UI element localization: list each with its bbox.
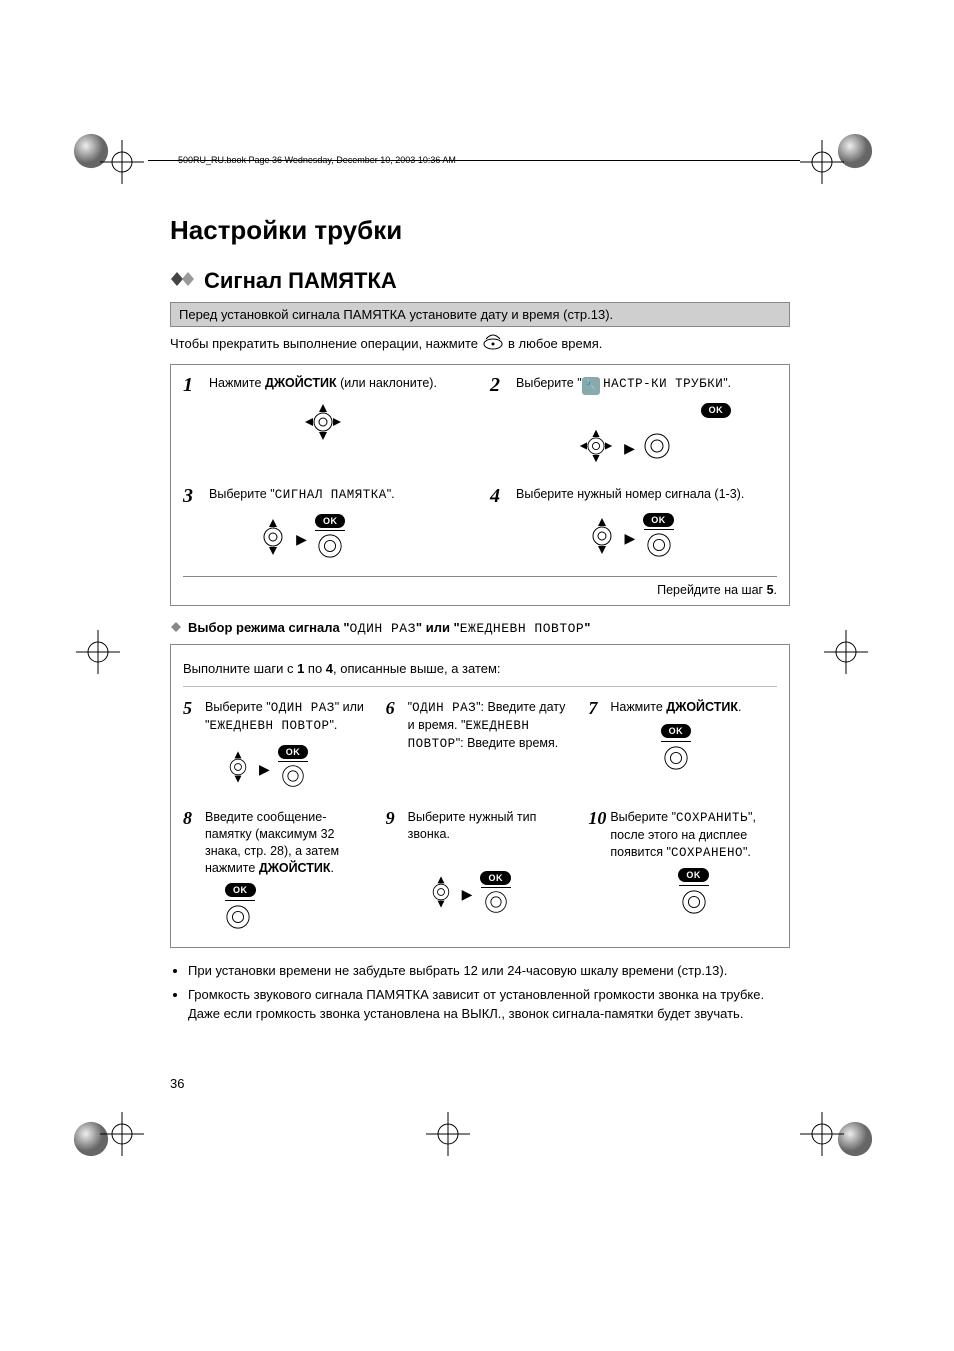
registration-mark-icon <box>800 1112 844 1156</box>
ok-badge: OK <box>678 868 709 882</box>
registration-mark-icon <box>100 140 144 184</box>
joystick-updown-icon <box>258 517 288 562</box>
step-2: 2 Выберите "🔧 НАСТР-КИ ТРУБКИ". OK ▶ <box>490 375 777 468</box>
arrow-right-icon: ▶ <box>625 529 636 548</box>
small-diamond-icon <box>170 621 182 636</box>
step-3: 3 Выберите "СИГНАЛ ПАМЯТКА". ▶ OK <box>183 486 470 564</box>
step-number: 9 <box>386 809 402 935</box>
registration-mark-icon <box>824 630 868 674</box>
step-text: Выберите "🔧 НАСТР-КИ ТРУБКИ". <box>516 376 731 390</box>
step-number: 1 <box>183 375 201 468</box>
step-6: 6 "ОДИН РАЗ": Введите дату и время. "ЕЖЕ… <box>386 699 575 793</box>
step-5: 5 Выберите "ОДИН РАЗ" или "ЕЖЕДНЕВН ПОВТ… <box>183 699 372 793</box>
chapter-title: Настройки трубки <box>170 215 790 246</box>
step-number: 3 <box>183 486 201 564</box>
step-text: Выберите нужный номер сигнала (1-3). <box>516 487 744 501</box>
arrow-right-icon: ▶ <box>296 530 307 549</box>
step-text: Нажмите ДЖОЙСТИК (или наклоните). <box>209 376 437 390</box>
joystick-updown-icon <box>428 874 454 915</box>
step-number: 4 <box>490 486 508 564</box>
section-heading: Сигнал ПАМЯТКА <box>170 268 790 294</box>
notes-list: При установки времени не забудьте выбрат… <box>170 962 790 1025</box>
section-title: Сигнал ПАМЯТКА <box>204 268 397 294</box>
steps-box-top: 1 Нажмите ДЖОЙСТИК (или наклоните). <box>170 364 790 606</box>
goto-step-5: Перейдите на шаг 5. <box>183 576 777 597</box>
registration-mark-icon <box>100 1112 144 1156</box>
step-number: 10 <box>588 809 604 935</box>
sub-heading-text: Выбор режима сигнала "ОДИН РАЗ" или "ЕЖЕ… <box>188 620 590 636</box>
ok-button-icon <box>681 889 707 920</box>
step-text: Выберите "СОХРАНИТЬ", после этого на дис… <box>610 810 756 859</box>
ok-button-icon <box>646 532 672 563</box>
ok-button-icon <box>663 745 689 776</box>
step-number: 8 <box>183 809 199 935</box>
step-text: Выберите "СИГНАЛ ПАМЯТКА". <box>209 487 395 501</box>
ok-badge: OK <box>315 514 346 528</box>
ok-button-icon <box>281 764 305 793</box>
handset-off-icon <box>482 333 504 354</box>
joystick-updown-icon <box>225 749 251 790</box>
diamond-bullet-icon <box>170 271 198 292</box>
steps-box-bottom: Выполните шаги с 1 по 4, описанные выше,… <box>170 644 790 947</box>
registration-mark-icon <box>800 140 844 184</box>
registration-mark-icon <box>76 630 120 674</box>
sub-heading: Выбор режима сигнала "ОДИН РАЗ" или "ЕЖЕ… <box>170 620 790 636</box>
wrench-icon: 🔧 <box>582 377 600 395</box>
step-7: 7 Нажмите ДЖОЙСТИК. OK <box>588 699 777 793</box>
ok-badge: OK <box>480 871 511 885</box>
step-text: Нажмите ДЖОЙСТИК. <box>610 700 741 714</box>
ok-button-icon <box>225 904 251 935</box>
info-banner: Перед установкой сигнала ПАМЯТКА установ… <box>170 302 790 327</box>
step-number: 7 <box>588 699 604 793</box>
step-10: 10 Выберите "СОХРАНИТЬ", после этого на … <box>588 809 777 935</box>
ok-badge: OK <box>643 513 674 527</box>
ok-button-icon <box>317 533 343 564</box>
arrow-right-icon: ▶ <box>624 439 635 458</box>
intro-suffix: в любое время. <box>508 336 602 351</box>
step-text: Выберите "ОДИН РАЗ" или "ЕЖЕДНЕВН ПОВТОР… <box>205 700 364 732</box>
intro-prefix: Чтобы прекратить выполнение операции, на… <box>170 336 478 351</box>
arrow-right-icon: ▶ <box>462 885 473 904</box>
step-text: "ОДИН РАЗ": Введите дату и время. "ЕЖЕДН… <box>408 700 566 750</box>
ok-badge: OK <box>278 745 309 759</box>
ok-badge: OK <box>661 724 692 738</box>
note-item: При установки времени не забудьте выбрат… <box>188 962 790 981</box>
step-text: Введите сообщение-памятку (максимум 32 з… <box>205 810 339 875</box>
step-number: 6 <box>386 699 402 793</box>
step-number: 5 <box>183 699 199 793</box>
intro-line: Чтобы прекратить выполнение операции, на… <box>170 333 790 354</box>
note-item: Громкость звукового сигнала ПАМЯТКА зави… <box>188 986 790 1024</box>
arrow-right-icon: ▶ <box>259 760 270 779</box>
ok-badge: OK <box>701 403 732 417</box>
page-content: 500RU_RU.book Page 36 Wednesday, Decembe… <box>170 155 790 1030</box>
ok-button-icon <box>643 432 671 465</box>
header-caption: 500RU_RU.book Page 36 Wednesday, Decembe… <box>178 155 790 165</box>
page-number: 36 <box>170 1076 184 1091</box>
registration-mark-icon <box>426 1112 470 1156</box>
inner-intro: Выполните шаги с 1 по 4, описанные выше,… <box>183 655 777 687</box>
joystick-updown-icon <box>587 516 617 561</box>
joystick-4way-icon <box>301 402 345 447</box>
step-1: 1 Нажмите ДЖОЙСТИК (или наклоните). <box>183 375 470 468</box>
ok-button-icon <box>484 890 508 919</box>
step-text: Выберите нужный тип звонка. <box>408 810 537 841</box>
step-9: 9 Выберите нужный тип звонка. ▶ OK <box>386 809 575 935</box>
ok-badge: OK <box>225 883 256 897</box>
step-8: 8 Введите сообщение-памятку (максимум 32… <box>183 809 372 935</box>
step-4: 4 Выберите нужный номер сигнала (1-3). ▶… <box>490 486 777 564</box>
step-number: 2 <box>490 375 508 468</box>
joystick-4way-icon <box>576 428 616 469</box>
